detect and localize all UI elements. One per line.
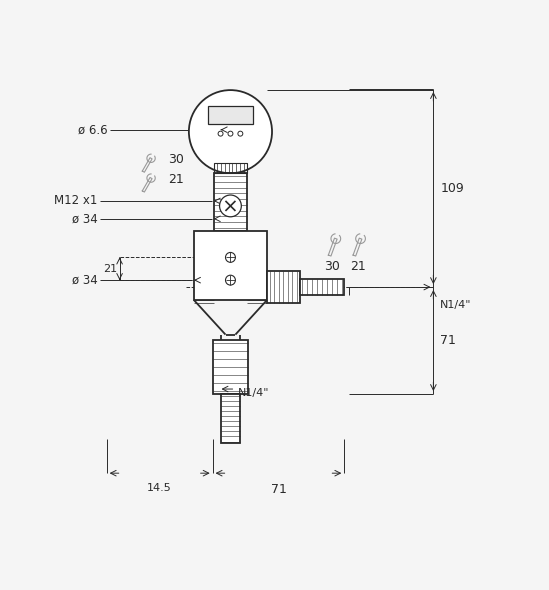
Bar bbox=[194, 231, 267, 300]
Circle shape bbox=[220, 195, 242, 217]
Bar bbox=[214, 163, 247, 173]
Bar bbox=[214, 173, 247, 231]
Circle shape bbox=[228, 131, 233, 136]
Text: 21: 21 bbox=[168, 173, 184, 186]
Circle shape bbox=[189, 90, 272, 173]
Text: ø 34: ø 34 bbox=[72, 212, 98, 225]
Text: N1/4": N1/4" bbox=[238, 388, 270, 398]
Bar bbox=[267, 271, 300, 303]
Text: 71: 71 bbox=[271, 483, 287, 496]
Text: 14.5: 14.5 bbox=[147, 483, 172, 493]
Bar bbox=[212, 339, 248, 394]
Circle shape bbox=[218, 131, 223, 136]
Circle shape bbox=[238, 131, 243, 136]
Text: N1/4": N1/4" bbox=[440, 300, 472, 310]
Text: 30: 30 bbox=[324, 260, 340, 273]
Bar bbox=[221, 394, 240, 444]
Text: 109: 109 bbox=[440, 182, 464, 195]
Text: M12 x1: M12 x1 bbox=[54, 195, 98, 208]
Circle shape bbox=[226, 275, 236, 285]
Text: ø 34: ø 34 bbox=[72, 274, 98, 287]
Bar bbox=[300, 279, 344, 295]
Circle shape bbox=[226, 253, 236, 263]
Text: 71: 71 bbox=[440, 334, 456, 347]
Text: 30: 30 bbox=[168, 153, 184, 166]
Text: 21: 21 bbox=[350, 260, 366, 273]
Bar bbox=[208, 106, 253, 124]
Text: 21: 21 bbox=[103, 264, 117, 274]
Text: ø 6.6: ø 6.6 bbox=[78, 123, 108, 136]
